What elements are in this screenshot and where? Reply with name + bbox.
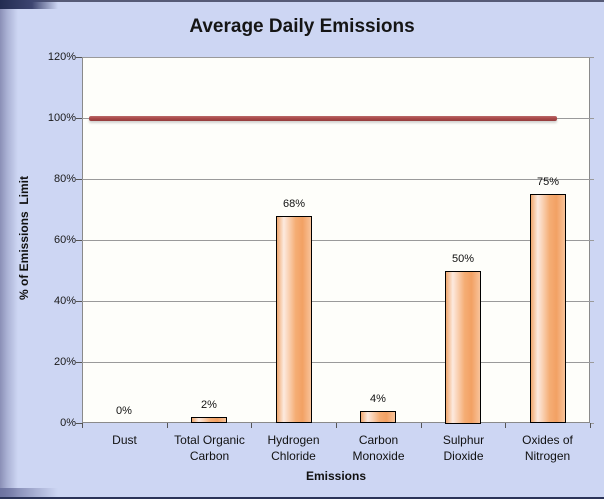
x-tick-mark <box>421 423 422 428</box>
y-tick-label: 40% <box>53 295 76 307</box>
bar-value-label: 68% <box>282 198 306 210</box>
bar <box>191 417 227 423</box>
category-label: Sulphur Dioxide <box>442 433 485 463</box>
gridline <box>590 423 594 424</box>
x-tick-mark <box>167 423 168 428</box>
bar-value-label: 50% <box>451 253 475 265</box>
x-axis-title: Emissions <box>305 469 367 483</box>
bar-value-label: 75% <box>536 176 560 188</box>
gridline <box>82 57 594 58</box>
gridline <box>82 301 594 302</box>
limit-line <box>89 116 557 121</box>
y-tick-label: 60% <box>53 234 76 246</box>
bar-value-label: 2% <box>201 399 217 411</box>
y-tick-mark <box>76 240 82 241</box>
y-tick-label: 120% <box>47 51 76 63</box>
x-tick-mark <box>82 423 83 428</box>
category-label: Oxides of Nitrogen <box>522 433 573 463</box>
y-axis-title: % of Emissions Limit <box>17 175 31 301</box>
window-top-border <box>0 0 604 2</box>
y-tick-label: 0% <box>60 417 76 429</box>
bar <box>276 216 312 423</box>
x-tick-mark <box>505 423 506 428</box>
y-tick-mark <box>76 301 82 302</box>
gridline <box>82 179 594 180</box>
chart-title: Average Daily Emissions <box>189 16 415 37</box>
x-tick-mark <box>251 423 252 428</box>
y-tick-mark <box>76 57 82 58</box>
y-tick-mark <box>76 423 82 424</box>
x-tick-mark <box>336 423 337 428</box>
category-label: Dust <box>112 433 137 447</box>
category-label: Carbon Monoxide <box>352 433 405 463</box>
category-label: Total Organic Carbon <box>174 433 245 463</box>
bar-value-label: 4% <box>370 393 386 405</box>
gridline <box>82 362 594 363</box>
window-corner-block <box>0 0 58 9</box>
x-tick-mark <box>590 423 591 428</box>
window-bottom-corner <box>0 488 58 499</box>
window-left-strip <box>0 0 18 499</box>
y-tick-mark <box>76 179 82 180</box>
bar <box>360 411 396 423</box>
category-label: Hydrogen Chloride <box>267 433 320 463</box>
y-tick-label: 100% <box>47 112 76 124</box>
bar <box>530 194 566 423</box>
gridline <box>82 240 594 241</box>
y-tick-mark <box>76 118 82 119</box>
bar <box>445 271 481 424</box>
y-tick-mark <box>76 362 82 363</box>
y-tick-label: 20% <box>53 356 76 368</box>
bar-value-label: 0% <box>116 405 132 417</box>
y-tick-label: 80% <box>53 173 76 185</box>
